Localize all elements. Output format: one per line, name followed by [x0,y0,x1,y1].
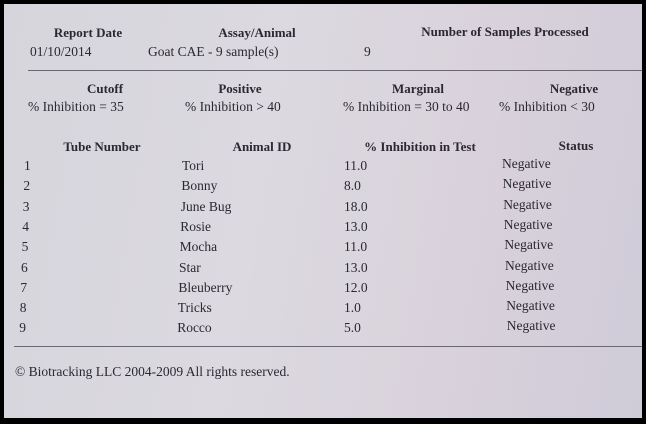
table-cell-inhibition-value: 8.0 [344,178,361,194]
column-header-animal: Animal ID [232,139,292,154]
positive-label: Positive [218,81,262,96]
table-cell-animal-id: Mocha [179,239,218,255]
table-cell-animal-id: Rosie [180,218,211,234]
column-header-status: Status [558,138,594,153]
table-cell-tube-number: 3 [22,198,30,214]
table-cell-inhibition-value: 18.0 [344,198,368,214]
table-cell-status: Negative [506,318,556,334]
table-cell-tube-number: 9 [19,320,26,336]
positive-value: % Inhibition > 40 [185,99,281,114]
table-cell-status: Negative [503,216,553,232]
table-cell-tube-number: 6 [21,259,28,275]
table-cell-tube-number: 1 [24,158,31,173]
cutoff-value: % Inhibition = 35 [28,99,124,114]
table-cell-inhibition-value: 11.0 [344,158,368,173]
marginal-value: % Inhibition = 30 to 40 [343,99,470,114]
table-cell-animal-id: Tori [182,158,205,173]
negative-label: Negative [549,81,599,96]
divider [28,70,642,71]
table-cell-tube-number: 5 [21,239,29,255]
table-cell-inhibition-value: 12.0 [344,279,368,295]
samples-label: Number of Samples Processed [421,24,589,39]
report-paper [4,4,642,418]
table-cell-status: Negative [503,196,552,212]
table-cell-inhibition-value: 1.0 [344,300,361,316]
table-cell-inhibition-value: 11.0 [344,239,368,255]
column-header-inhibition: % Inhibition in Test [364,139,476,154]
table-cell-tube-number: 2 [23,178,31,194]
table-cell-tube-number: 8 [19,300,27,316]
copyright-footer: © Biotracking LLC 2004-2009 All rights r… [15,364,290,379]
table-cell-animal-id: Bleuberry [178,279,233,295]
samples-value: 9 [364,44,371,59]
table-cell-status: Negative [502,156,551,171]
table-cell-animal-id: Star [179,259,201,275]
report-date: 01/10/2014 [30,44,92,59]
marginal-label: Marginal [392,81,444,96]
assay-value: Goat CAE - 9 sample(s) [148,44,279,59]
table-cell-animal-id: Bonny [181,178,218,194]
table-cell-status: Negative [504,237,554,253]
table-cell-animal-id: June Bug [180,198,232,214]
cutoff-label: Cutoff [86,81,124,96]
divider [14,346,642,347]
table-cell-status: Negative [505,277,555,293]
table-cell-status: Negative [502,176,552,192]
negative-value: % Inhibition < 30 [499,99,595,114]
table-cell-inhibition-value: 13.0 [344,218,368,234]
table-cell-status: Negative [505,257,554,273]
table-cell-inhibition-value: 5.0 [344,320,361,336]
table-cell-tube-number: 7 [20,279,28,295]
report-date-label: Report Date [53,25,123,40]
column-header-tube: Tube Number [63,139,141,154]
table-cell-animal-id: Tricks [177,300,212,316]
table-cell-inhibition-value: 13.0 [344,259,368,275]
table-cell-animal-id: Rocco [177,320,212,336]
table-cell-tube-number: 4 [22,218,29,234]
table-cell-status: Negative [506,298,555,314]
assay-label: Assay/Animal [218,25,296,40]
